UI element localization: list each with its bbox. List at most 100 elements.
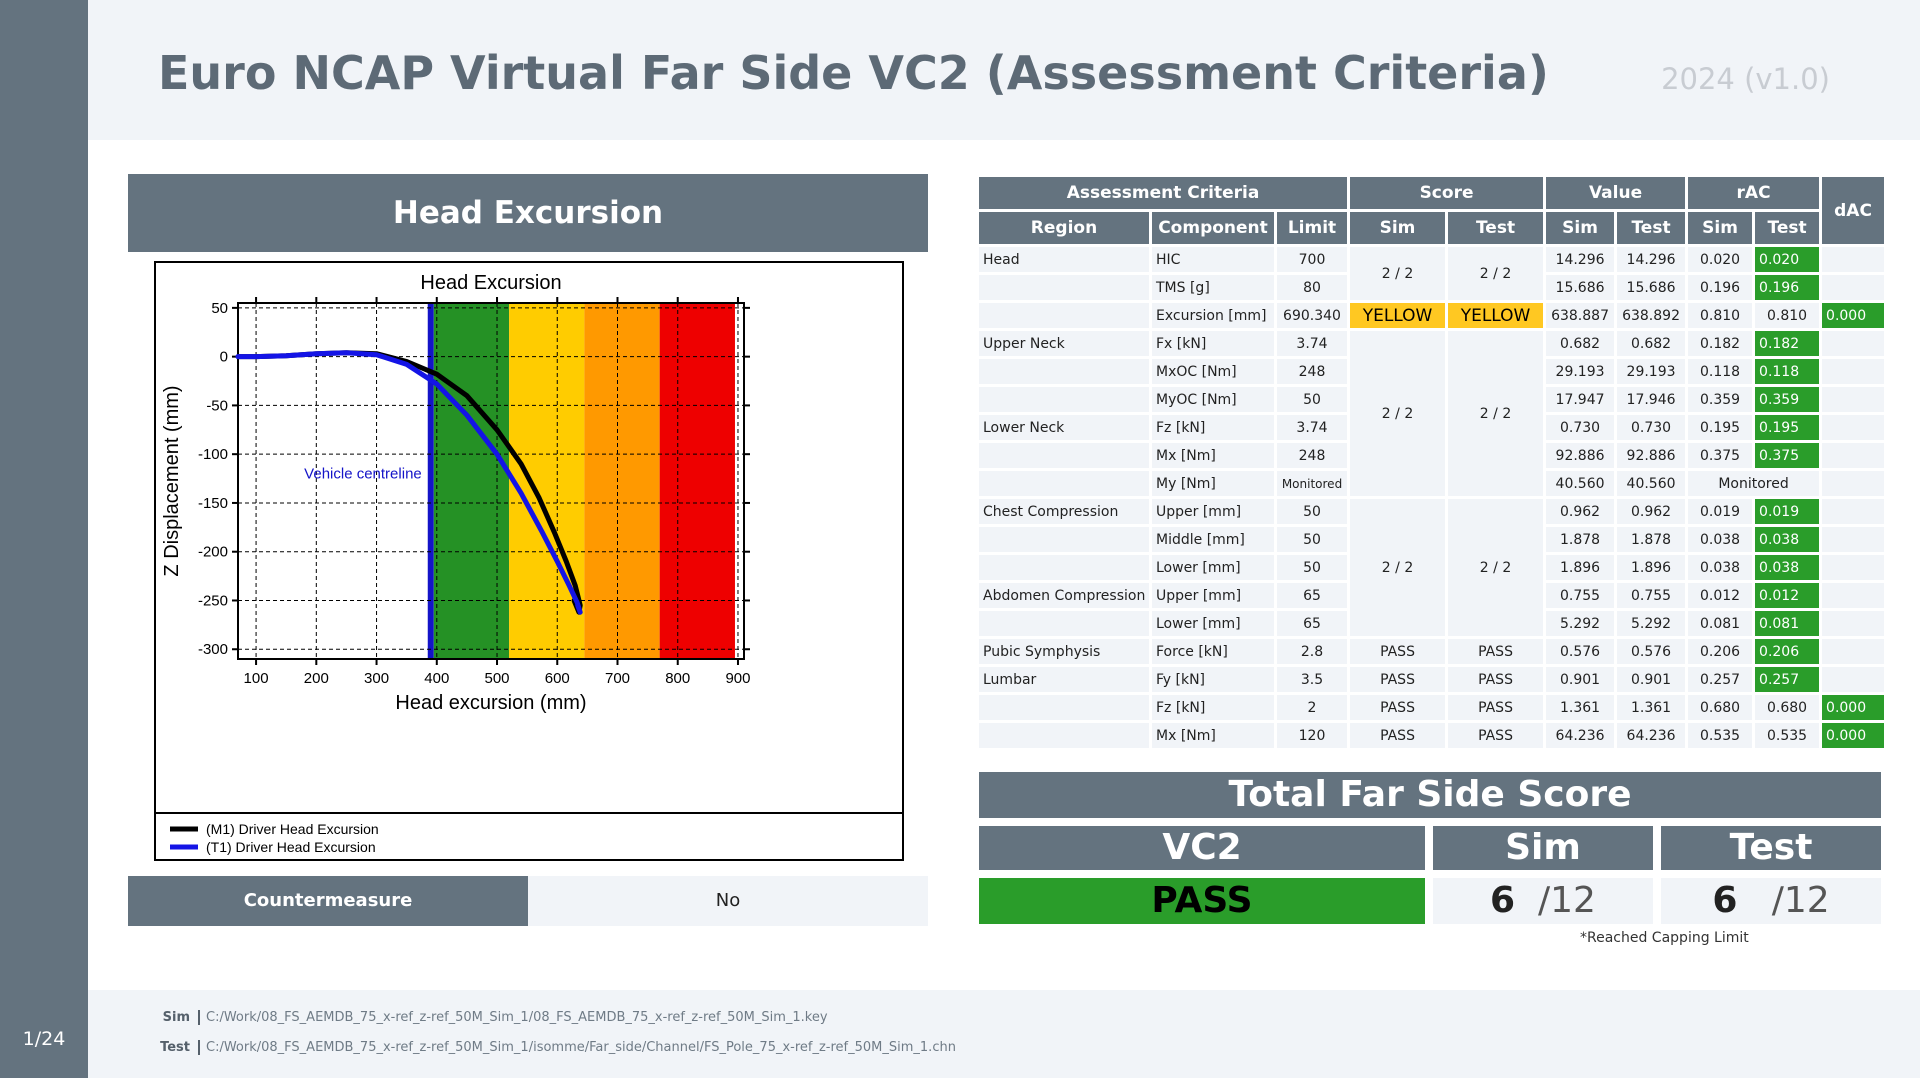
value-sim-cell: 40.560 (1546, 471, 1615, 496)
limit-cell: 248 (1277, 443, 1348, 468)
region-cell: Lower Neck (979, 415, 1149, 440)
component-cell: Excursion [mm] (1152, 303, 1274, 328)
dac-cell (1822, 555, 1885, 580)
limit-cell: 3.74 (1277, 331, 1348, 356)
test-score-value: 6 (1712, 880, 1738, 921)
dac-cell: 0.000 (1822, 695, 1885, 720)
total-sim-score: 6 /12 (1433, 878, 1653, 924)
score-sim-cell: 2 / 2 (1350, 247, 1446, 300)
file-path-footer: Sim C:/Work/08_FS_AEMDB_75_x-ref_z-ref_50… (88, 990, 1920, 1078)
rac-test-cell: 0.118 (1755, 359, 1820, 384)
value-sim-cell: 638.887 (1546, 303, 1615, 328)
value-sim-cell: 0.730 (1546, 415, 1615, 440)
header-value-test: Test (1617, 212, 1686, 244)
score-sim-cell: 2 / 2 (1350, 499, 1446, 636)
limit-cell: 65 (1277, 583, 1348, 608)
limit-cell: 248 (1277, 359, 1348, 384)
rac-sim-cell: 0.359 (1688, 387, 1753, 412)
y-tick-label: -150 (198, 495, 228, 512)
table-row: Excursion [mm] 690.340 YELLOW YELLOW 638.887… (979, 303, 1885, 328)
y-tick-label: -100 (198, 446, 228, 463)
y-tick-label: -200 (198, 544, 228, 561)
value-sim-cell: 14.296 (1546, 247, 1615, 272)
component-cell: Fz [kN] (1152, 695, 1274, 720)
value-sim-cell: 0.962 (1546, 499, 1615, 524)
rac-test-cell: 0.257 (1755, 667, 1820, 692)
score-test-cell: YELLOW (1448, 303, 1544, 328)
dac-cell (1822, 639, 1885, 664)
dac-cell (1822, 471, 1885, 496)
rac-sim-cell: 0.810 (1688, 303, 1753, 328)
limit-cell: 3.5 (1277, 667, 1348, 692)
limit-cell: 50 (1277, 555, 1348, 580)
sidebar: 1/24 (0, 0, 88, 1078)
component-cell: TMS [g] (1152, 275, 1274, 300)
value-sim-cell: 1.896 (1546, 555, 1615, 580)
value-test-cell: 64.236 (1617, 723, 1686, 748)
x-tick-label: 900 (725, 670, 750, 687)
rac-sim-cell: 0.038 (1688, 555, 1753, 580)
rac-test-cell: 0.359 (1755, 387, 1820, 412)
table-row: Lower [mm] 50 1.896 1.896 0.038 0.038 (979, 555, 1885, 580)
zone-band (659, 303, 735, 659)
chart-svg: 100 200 300 400 500 600 700 800 900500-50-100-15… (156, 272, 902, 855)
dac-cell: 0.000 (1822, 723, 1885, 748)
value-sim-cell: 92.886 (1546, 443, 1615, 468)
value-test-cell: 638.892 (1617, 303, 1686, 328)
rac-test-cell: 0.375 (1755, 443, 1820, 468)
y-tick-label: 0 (220, 349, 228, 366)
table-row: Lower Neck Fz [kN] 3.74 0.730 0.730 0.195 0.19… (979, 415, 1885, 440)
region-cell (979, 443, 1149, 468)
region-cell: Pubic Symphysis (979, 639, 1149, 664)
table-row: Pubic Symphysis Force [kN] 2.8 PASS PASS 0.57… (979, 639, 1885, 664)
dac-cell (1822, 331, 1885, 356)
rac-test-cell: 0.020 (1755, 247, 1820, 272)
limit-cell: 80 (1277, 275, 1348, 300)
score-test-cell: PASS (1448, 723, 1544, 748)
header-region: Region (979, 212, 1149, 244)
component-cell: Lower [mm] (1152, 611, 1274, 636)
region-cell (979, 555, 1149, 580)
rac-sim-cell: 0.038 (1688, 527, 1753, 552)
value-test-cell: 5.292 (1617, 611, 1686, 636)
rac-sim-cell: 0.195 (1688, 415, 1753, 440)
zone-band (433, 303, 510, 659)
limit-cell: 2.8 (1277, 639, 1348, 664)
rac-test-cell: 0.206 (1755, 639, 1820, 664)
value-test-cell: 0.901 (1617, 667, 1686, 692)
x-tick-label: 100 (244, 670, 269, 687)
region-cell (979, 527, 1149, 552)
value-test-cell: 1.361 (1617, 695, 1686, 720)
value-sim-cell: 0.901 (1546, 667, 1615, 692)
series-line (235, 350, 583, 615)
sim-path: C:/Work/08_FS_AEMDB_75_x-ref_z-ref_50M_S… (206, 1010, 828, 1025)
rac-test-cell: 0.038 (1755, 527, 1820, 552)
header-score-sim: Sim (1350, 212, 1446, 244)
value-test-cell: 0.576 (1617, 639, 1686, 664)
component-cell: My [Nm] (1152, 471, 1274, 496)
dac-cell (1822, 275, 1885, 300)
zone-band (584, 303, 660, 659)
component-cell: MyOC [Nm] (1152, 387, 1274, 412)
region-cell (979, 471, 1149, 496)
table-row: My [Nm] Monitored 40.560 40.560 Monitored (979, 471, 1885, 496)
value-sim-cell: 29.193 (1546, 359, 1615, 384)
y-axis-label: Z Displacement (mm) (161, 385, 183, 576)
dac-cell (1822, 443, 1885, 468)
test-path-label: Test (158, 1040, 200, 1055)
value-test-cell: 92.886 (1617, 443, 1686, 468)
rac-test-cell: 0.182 (1755, 331, 1820, 356)
score-test-cell: 2 / 2 (1448, 499, 1544, 636)
component-cell: Upper [mm] (1152, 499, 1274, 524)
countermeasure-label: Countermeasure (128, 876, 528, 926)
value-sim-cell: 1.361 (1546, 695, 1615, 720)
total-sim-heading: Sim (1433, 826, 1653, 870)
chart-title: Head Excursion (420, 272, 561, 294)
value-test-cell: 1.878 (1617, 527, 1686, 552)
value-sim-cell: 17.947 (1546, 387, 1615, 412)
component-cell: Upper [mm] (1152, 583, 1274, 608)
header-dac: dAC (1822, 177, 1885, 244)
region-cell (979, 275, 1149, 300)
value-test-cell: 40.560 (1617, 471, 1686, 496)
x-tick-label: 400 (424, 670, 449, 687)
